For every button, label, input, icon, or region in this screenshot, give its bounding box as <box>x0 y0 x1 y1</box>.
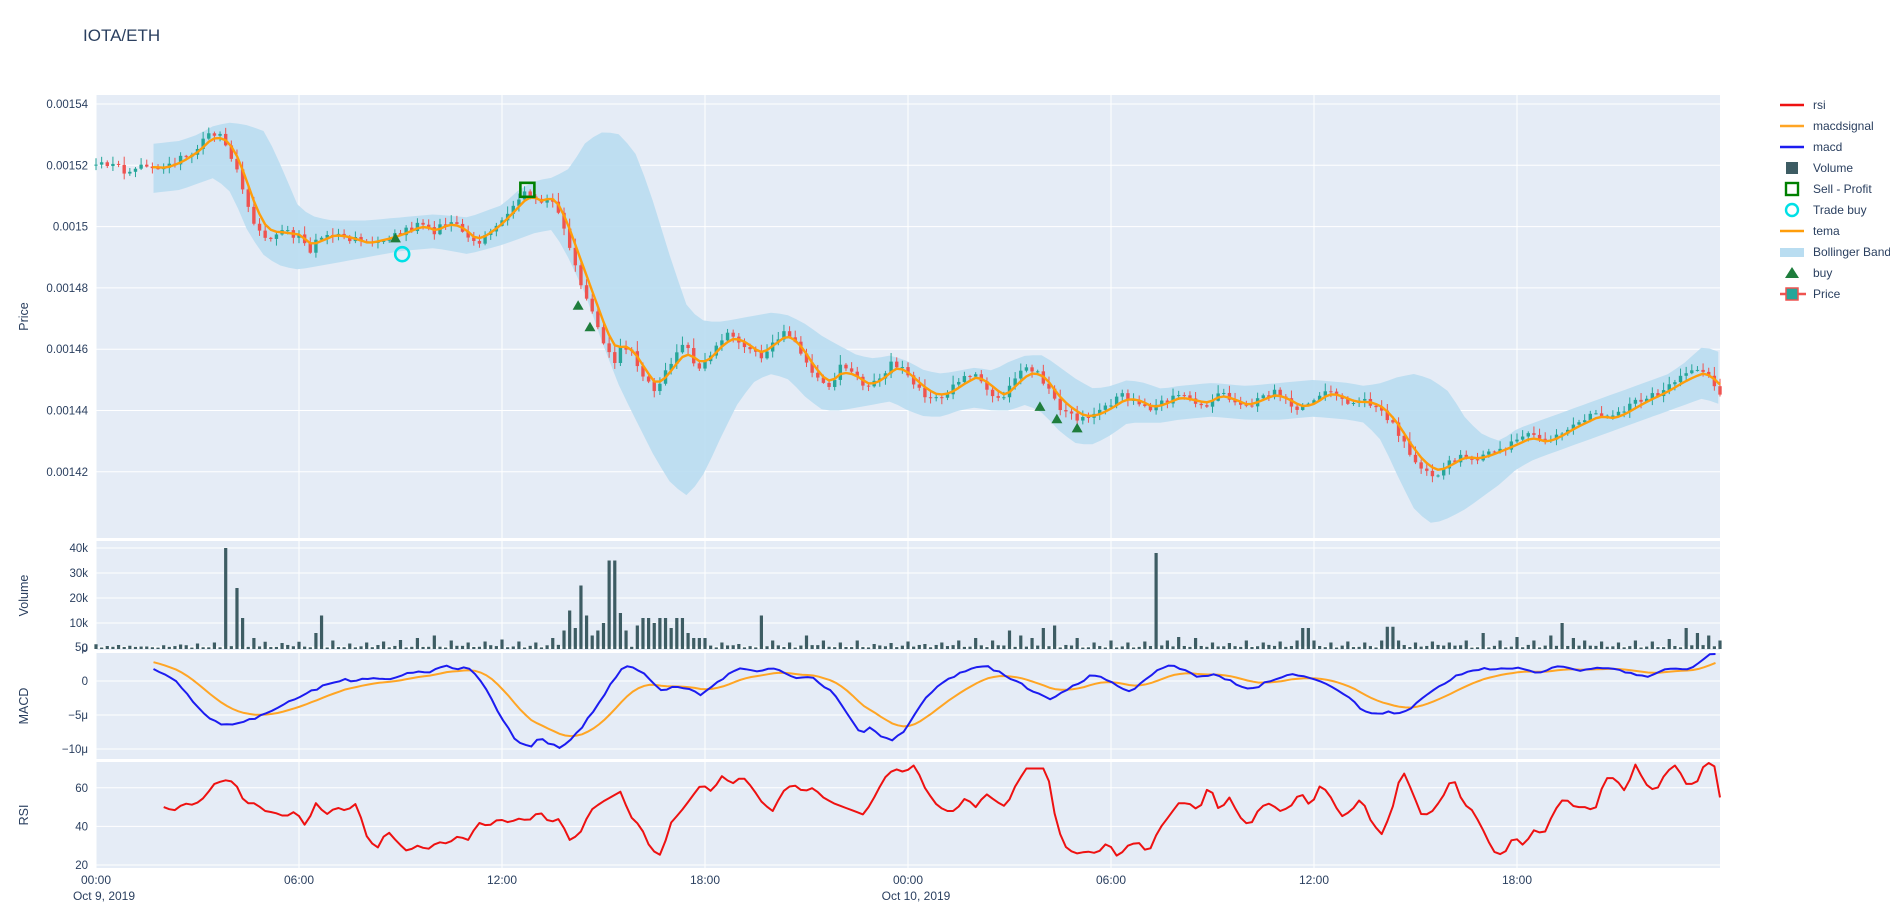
tick-label: 40 <box>75 821 88 833</box>
tick-label: 0 <box>82 643 88 655</box>
tick-label: 0.00148 <box>46 283 88 295</box>
tick-label: 20k <box>69 593 88 605</box>
x-tick-label: 00:00 <box>81 873 111 887</box>
tick-label: 60 <box>75 783 88 795</box>
tick-label: 0.00142 <box>46 467 88 479</box>
x-tick-label: 12:00 <box>487 873 517 887</box>
legend: rsi macdsignal macd Volume Sell - Profit Trad… <box>1778 94 1890 304</box>
tick-label: 0.00152 <box>46 160 88 172</box>
legend-item-bollinger-band[interactable]: Bollinger Band <box>1778 241 1890 262</box>
tick-label: 30k <box>69 568 88 580</box>
tick-label: 0.00154 <box>46 99 88 111</box>
macdsignal-line <box>153 661 1716 738</box>
line-legend-icon <box>1780 145 1804 148</box>
axis-title-macd: MACD <box>17 688 31 725</box>
bollinger-band-area <box>153 122 1719 523</box>
line-legend-icon <box>1780 124 1804 127</box>
x-date-label: Oct 10, 2019 <box>882 889 951 903</box>
axis-title-volume: Volume <box>17 575 31 617</box>
trade-buy-marker <box>393 245 411 263</box>
tick-label: 0.00146 <box>46 344 88 356</box>
legend-item-macdsignal[interactable]: macdsignal <box>1778 115 1890 136</box>
legend-item-macd[interactable]: macd <box>1778 136 1890 157</box>
sell-profit-marker <box>519 181 536 199</box>
x-tick-label: 12:00 <box>1299 873 1329 887</box>
legend-item-volume[interactable]: Volume <box>1778 157 1890 178</box>
legend-label: Trade buy <box>1813 202 1867 217</box>
buy-marker <box>584 321 596 332</box>
line-legend-icon <box>1780 229 1804 232</box>
x-tick-label: 06:00 <box>284 873 314 887</box>
candle-legend-icon <box>1780 286 1806 301</box>
legend-label: macd <box>1813 139 1843 154</box>
rsi-line <box>163 762 1721 857</box>
axis-labels: 0.00154 0.00152 0.0015 0.00148 0.00146 0.0014… <box>17 99 1532 903</box>
x-tick-label: 18:00 <box>1502 873 1532 887</box>
chart-title: IOTA/ETH <box>83 26 161 45</box>
buy-marker <box>1051 413 1063 424</box>
tick-label: −10μ <box>62 744 88 756</box>
circle-open-legend-icon <box>1784 202 1800 217</box>
tick-label: 40k <box>69 543 88 555</box>
tick-label: 5μ <box>75 642 88 654</box>
axis-title-rsi: RSI <box>17 805 31 826</box>
tema-line <box>152 136 1721 471</box>
legend-label: macdsignal <box>1813 118 1874 133</box>
tick-label: 20 <box>75 860 88 872</box>
buy-marker <box>1034 401 1046 411</box>
triangle-legend-icon <box>1785 266 1799 278</box>
tick-label: 0.0015 <box>53 222 88 234</box>
trade-markers <box>389 181 1083 433</box>
buy-marker <box>572 300 584 310</box>
legend-item-buy[interactable]: buy <box>1778 262 1890 283</box>
legend-item-price[interactable]: Price <box>1778 283 1890 304</box>
buy-marker <box>1071 422 1083 433</box>
legend-item-tema[interactable]: tema <box>1778 220 1890 241</box>
legend-label: Price <box>1813 286 1841 301</box>
legend-label: Bollinger Band <box>1813 244 1890 259</box>
volume-bars <box>94 548 1722 649</box>
legend-label: tema <box>1813 223 1840 238</box>
band-legend-icon <box>1780 247 1804 257</box>
square-open-legend-icon <box>1784 181 1800 196</box>
legend-label: rsi <box>1813 97 1826 112</box>
axis-title-price: Price <box>17 302 31 331</box>
legend-label: Volume <box>1813 160 1854 175</box>
x-tick-label: 18:00 <box>690 873 720 887</box>
tick-label: 0 <box>82 676 88 688</box>
square-legend-icon <box>1786 161 1798 174</box>
macd-line <box>153 653 1716 750</box>
macd-lines <box>153 653 1716 750</box>
legend-label: buy <box>1813 265 1833 280</box>
tick-label: 0.00144 <box>46 406 88 418</box>
line-legend-icon <box>1780 103 1804 106</box>
legend-item-rsi[interactable]: rsi <box>1778 94 1890 115</box>
x-date-label: Oct 9, 2019 <box>73 889 135 903</box>
legend-item-trade-buy[interactable]: Trade buy <box>1778 199 1890 220</box>
tick-label: 10k <box>69 618 88 630</box>
legend-label: Sell - Profit <box>1813 181 1872 196</box>
buy-marker <box>389 232 401 243</box>
x-tick-label: 00:00 <box>893 873 923 887</box>
legend-item-sell-profit[interactable]: Sell - Profit <box>1778 178 1890 199</box>
tick-label: −5μ <box>68 710 88 722</box>
x-tick-label: 06:00 <box>1096 873 1126 887</box>
